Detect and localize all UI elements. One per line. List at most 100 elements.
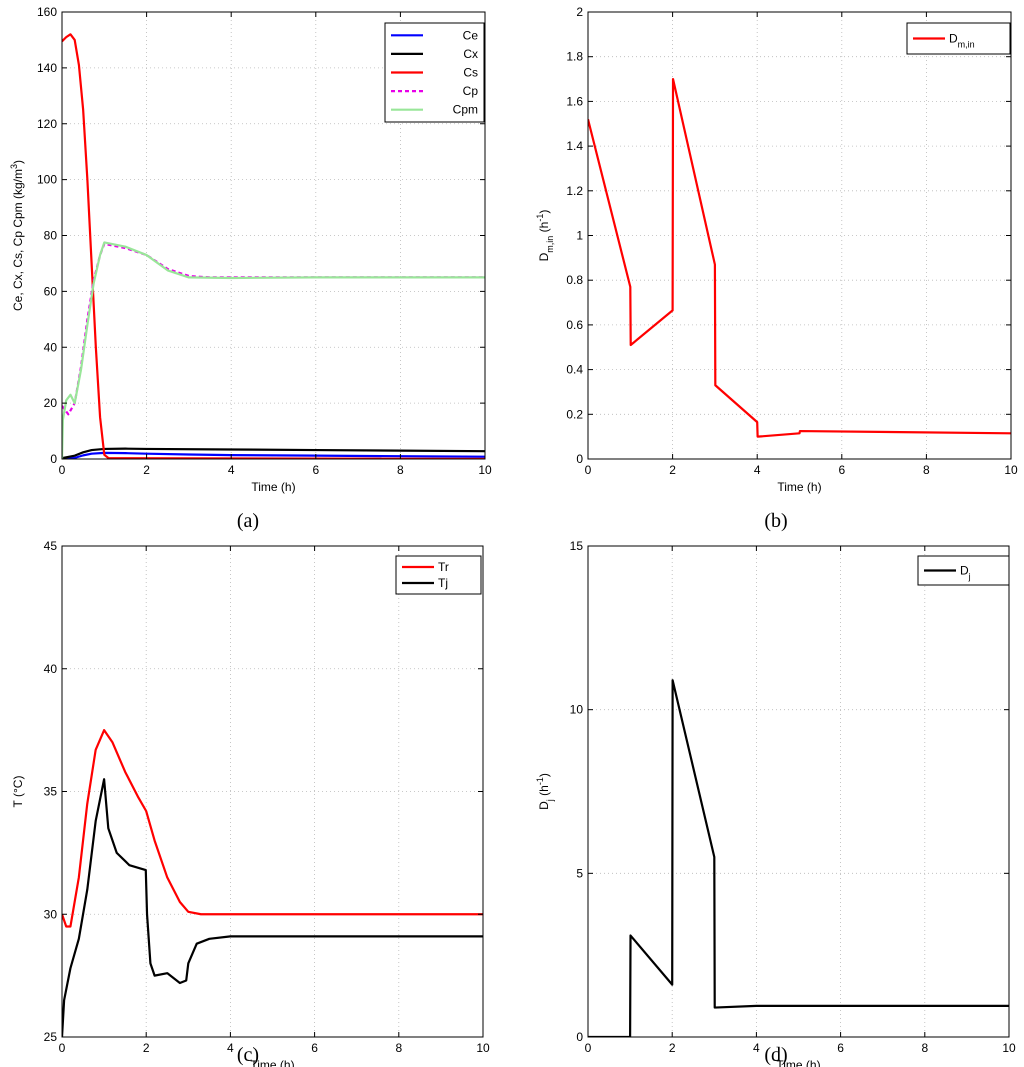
x-tick-label: 6	[838, 463, 845, 477]
y-tick-label: 15	[570, 539, 584, 553]
x-tick-label: 6	[837, 1041, 844, 1055]
series-line-ce	[62, 451, 485, 459]
y-tick-label: 20	[44, 396, 58, 410]
y-tick-label: 0.6	[566, 318, 583, 332]
text-part: D	[537, 801, 551, 810]
x-axis-label: Time (h)	[250, 1058, 294, 1067]
x-tick-label: 8	[921, 1041, 928, 1055]
chart-c: 0 2 4 6 8 10 25 30 35 40 45 Time (h) T (°C) Tr Tj (c)	[11, 539, 490, 1067]
text-part: j	[545, 799, 555, 802]
legend-box	[395, 555, 482, 595]
axes-frame	[587, 545, 1010, 1038]
series-line-dj	[588, 679, 1009, 1037]
text-part: )	[537, 210, 551, 214]
y-tick-label: 0	[576, 452, 583, 466]
y-axis-label: Dj (h-1)	[535, 773, 555, 810]
x-axis-label: Time (h)	[777, 480, 821, 494]
y-axis-label: T (°C)	[11, 776, 25, 808]
x-tick-label: 8	[923, 463, 930, 477]
series-line-cx	[62, 447, 485, 459]
y-tick-label: 0.8	[566, 273, 583, 287]
x-tick-label: 8	[397, 463, 404, 477]
legend: Dj	[917, 555, 1010, 586]
y-tick-label: 60	[44, 284, 58, 298]
panel-caption: (d)	[764, 1044, 787, 1066]
text-part: Ce, Cx, Cs, Cp Cpm (kg/m	[11, 169, 25, 311]
legend-label: Ce	[463, 28, 479, 42]
y-tick-label: 25	[44, 1030, 58, 1044]
legend: Ce Cx Cs Cp Cpm	[384, 22, 485, 123]
y-tick-label: 45	[44, 539, 58, 553]
y-tick-label: 0	[50, 452, 57, 466]
legend-label: Cp	[463, 84, 479, 98]
series-line-tr	[62, 729, 483, 928]
x-tick-label: 10	[476, 1041, 490, 1055]
y-tick-label: 35	[44, 785, 58, 799]
x-axis-label: Time (h)	[776, 1058, 820, 1067]
x-tick-label: 4	[227, 1041, 234, 1055]
x-tick-label: 10	[478, 463, 492, 477]
plot-area	[588, 12, 1011, 459]
text-part: )	[11, 160, 25, 164]
x-tick-label: 2	[669, 463, 676, 477]
panel-caption: (c)	[237, 1044, 259, 1066]
text-part: )	[537, 773, 551, 777]
series-line-dm-in	[588, 77, 1011, 438]
legend-label: Cpm	[453, 103, 478, 117]
y-tick-label: 120	[37, 117, 57, 131]
y-tick-label: 10	[570, 703, 584, 717]
legend-label: Tr	[438, 560, 449, 574]
y-tick-label: 1.2	[566, 184, 583, 198]
series-line-cs	[62, 33, 485, 459]
y-tick-label: 100	[37, 173, 57, 187]
y-tick-label: 30	[44, 907, 58, 921]
x-tick-label: 6	[311, 1041, 318, 1055]
y-tick-label: 5	[576, 866, 583, 880]
text-part: (h	[537, 785, 551, 799]
x-axis-label: Time (h)	[251, 480, 295, 494]
legend: Tr Tj	[395, 555, 482, 595]
series-line-tj	[62, 778, 483, 1037]
legend: Dm,in	[906, 22, 1011, 55]
chart-b: 0 2 4 6 8 10 0 0.2 0.4 0.6 0.8 1 1.2 1.4 1.6 1.8 2 Time (…	[535, 5, 1018, 532]
x-tick-label: 2	[669, 1041, 676, 1055]
x-tick-label: 6	[312, 463, 319, 477]
x-tick-label: 0	[585, 1041, 592, 1055]
y-axis-label: Dm,in (h-1)	[535, 210, 555, 262]
text-part: D	[949, 32, 958, 46]
y-tick-label: 1.6	[566, 94, 583, 108]
x-tick-label: 8	[395, 1041, 402, 1055]
text-part: -1	[535, 777, 545, 785]
y-tick-label: 0.2	[566, 407, 583, 421]
legend-label: Cs	[463, 66, 478, 80]
y-tick-label: 80	[44, 229, 58, 243]
text-part: -1	[535, 214, 545, 222]
x-tick-label: 4	[753, 1041, 760, 1055]
x-tick-label: 10	[1004, 463, 1018, 477]
y-tick-label: 40	[44, 340, 58, 354]
x-tick-label: 2	[143, 1041, 150, 1055]
y-tick-label: 0	[576, 1030, 583, 1044]
y-tick-label: 2	[576, 5, 583, 19]
y-tick-label: 1.4	[566, 139, 583, 153]
y-tick-label: 1.8	[566, 50, 583, 64]
x-tick-label: 4	[228, 463, 235, 477]
plot-area	[588, 546, 1009, 1037]
plot-area	[62, 546, 483, 1037]
series-line-cpm	[62, 241, 485, 459]
x-tick-label: 0	[59, 1041, 66, 1055]
panel-caption: (b)	[764, 510, 787, 532]
y-tick-label: 160	[37, 5, 57, 19]
x-tick-label: 4	[754, 463, 761, 477]
x-tick-label: 0	[59, 463, 66, 477]
y-tick-label: 140	[37, 61, 57, 75]
legend-label: Cx	[463, 47, 478, 61]
text-part: m,in	[958, 40, 975, 50]
panel-caption: (a)	[237, 510, 259, 532]
y-axis-label: Ce, Cx, Cs, Cp Cpm (kg/m3)	[9, 160, 25, 311]
text-part: 3	[9, 164, 19, 169]
text-part: D	[537, 252, 551, 261]
